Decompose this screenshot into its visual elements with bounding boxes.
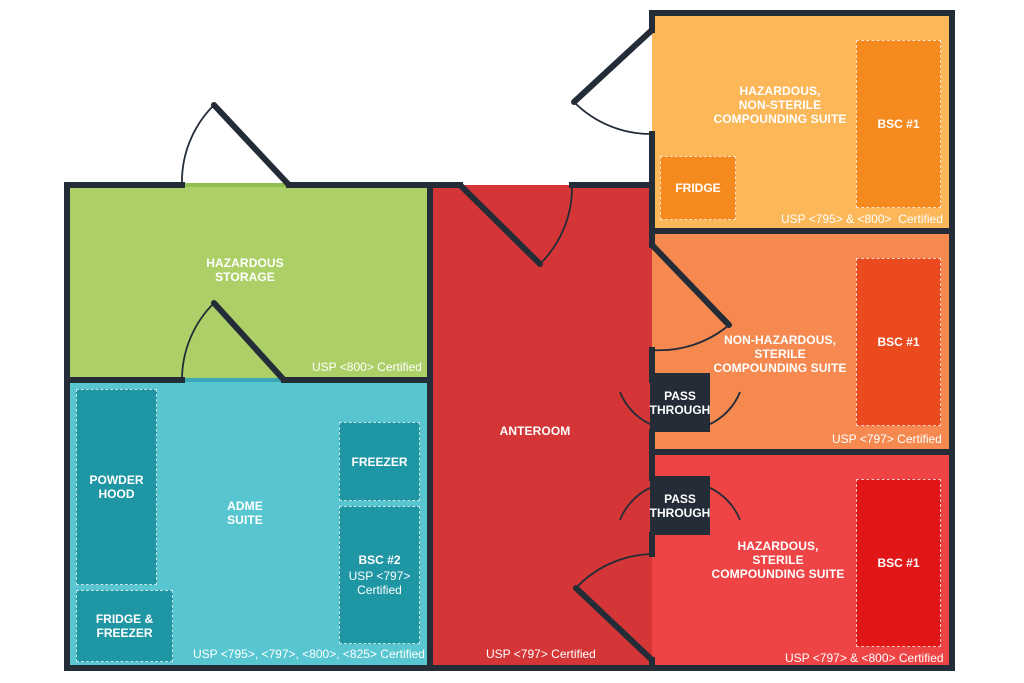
bsc-1-nhsc: BSC #1 <box>856 258 941 426</box>
fridge-label: FRIDGE <box>675 181 721 195</box>
bsc-1-hnsc-label: BSC #1 <box>877 117 920 131</box>
pass-through-upper-label: PASS THROUGH <box>649 388 711 417</box>
hsc-label: HAZARDOUS, STERILE COMPOUNDING SUITE <box>711 539 845 581</box>
hazardous-storage-room <box>67 185 430 380</box>
powder-hood-label: POWDER HOOD <box>89 473 144 501</box>
hnsc-door-arc <box>573 101 653 135</box>
fridge: FRIDGE <box>660 156 736 220</box>
hazardous-storage-label: HAZARDOUS STORAGE <box>206 256 284 284</box>
bsc-1-nhsc-label: BSC #1 <box>877 335 920 349</box>
nhsc-door-arc <box>651 324 730 352</box>
freezer-label: FREEZER <box>351 454 408 469</box>
hsc-cert: USP <797> & <800> Certified <box>785 651 944 665</box>
pass-upper-arc-right <box>707 391 741 426</box>
anteroom-door-leaf <box>457 182 543 267</box>
hsc-door-leaf <box>573 585 655 663</box>
anteroom-cert: USP <797> Certified <box>486 647 596 661</box>
bsc-1-hnsc: BSC #1 <box>856 40 941 208</box>
bsc-1-hsc-label: BSC #1 <box>877 556 920 570</box>
adme-door-arc <box>181 302 215 381</box>
hsc-door-arc <box>575 553 653 589</box>
pass-through-lower: PASS THROUGH <box>650 476 710 535</box>
adme-suite-cert: USP <795>, <797>, <800>, <825> Certified <box>193 647 425 661</box>
powder-hood: POWDER HOOD <box>76 389 157 585</box>
bsc-1-hsc: BSC #1 <box>856 479 941 647</box>
nhsc-cert: USP <797> Certified <box>832 432 942 446</box>
nhsc-door-leaf <box>649 242 732 328</box>
bsc-2-cert: USP <797> Certified <box>348 569 411 597</box>
fridge-freezer-label: FRIDGE & FREEZER <box>95 612 154 640</box>
adme-door-leaf <box>211 300 287 383</box>
pass-through-lower-label: PASS THROUGH <box>649 491 711 520</box>
hnsc-door-leaf <box>571 27 655 105</box>
pass-lower-arc-right <box>707 486 741 521</box>
anteroom-label: ANTEROOM <box>499 424 571 438</box>
freezer: FREEZER <box>339 422 420 501</box>
pass-through-upper: PASS THROUGH <box>650 373 710 432</box>
hnsc-cert: USP <795> & <800> Certified <box>781 212 943 226</box>
storage-door-arc <box>181 104 215 186</box>
hazardous-storage-cert: USP <800> Certified <box>312 360 422 374</box>
bsc-2: BSC #2 USP <797> Certified <box>339 506 420 644</box>
bsc-2-label: BSC #2 <box>358 553 401 567</box>
anteroom-door-arc <box>539 184 573 265</box>
pass-lower-arc-left <box>619 486 653 521</box>
hnsc-label: HAZARDOUS, NON-STERILE COMPOUNDING SUITE <box>713 84 847 126</box>
fridge-freezer: FRIDGE & FREEZER <box>76 590 173 662</box>
pass-upper-arc-left <box>619 391 653 426</box>
nhsc-label: NON-HAZARDOUS, STERILE COMPOUNDING SUITE <box>713 333 847 375</box>
storage-door-leaf <box>211 102 292 188</box>
adme-suite-label: ADME SUITE <box>227 499 263 527</box>
